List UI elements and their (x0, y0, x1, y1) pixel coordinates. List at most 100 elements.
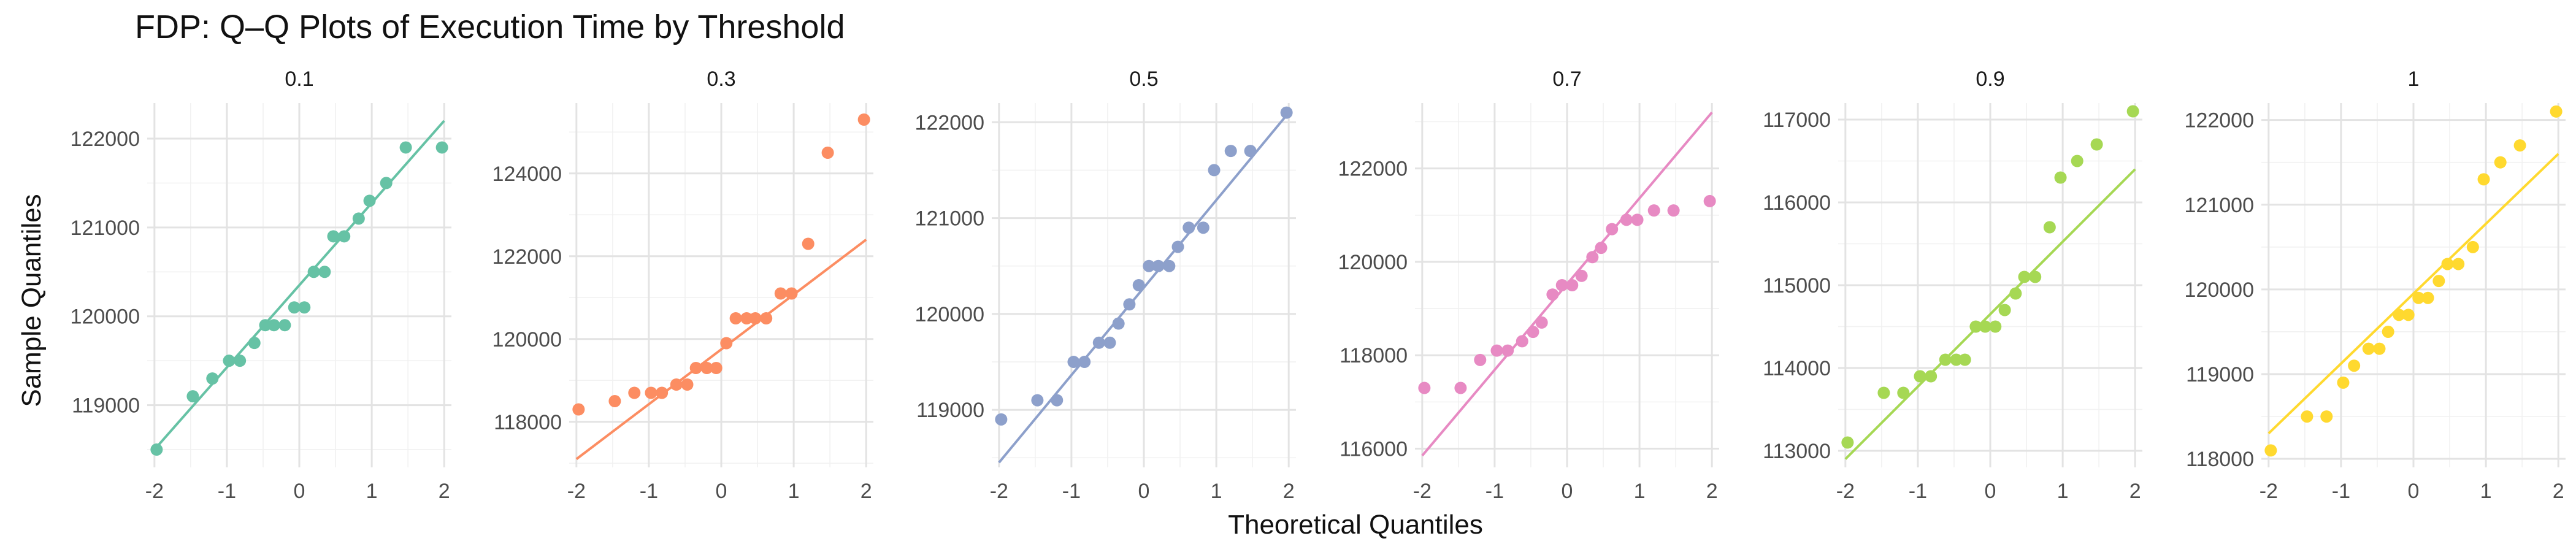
qq-point (352, 212, 365, 225)
qq-point (1527, 326, 1539, 339)
qq-point (435, 141, 448, 154)
qq-point (1979, 320, 1991, 333)
qq-point (1490, 344, 1503, 357)
qq-point (670, 378, 683, 391)
x-tick-label: -2 (567, 480, 586, 503)
qq-point (2393, 309, 2405, 321)
qq-point (1950, 353, 1963, 366)
qq-point (399, 141, 412, 154)
x-tick-label: 1 (1634, 480, 1646, 503)
x-tick-label: 2 (2129, 480, 2141, 503)
y-tick-label: 121000 (915, 207, 984, 231)
qq-point (995, 413, 1008, 426)
facet-panel-0: 0.1 119000 120000 121000 122000 -2 -1 0 1 2 (71, 67, 451, 503)
qq-point (2513, 139, 2526, 152)
qq-point (307, 266, 320, 278)
qq-reference-line (153, 120, 445, 451)
qq-point (2320, 410, 2333, 423)
qq-point (1183, 221, 1195, 234)
qq-point (1197, 221, 1209, 234)
y-tick-label: 120000 (1338, 251, 1408, 274)
qq-point (1647, 204, 1660, 217)
x-tick-label: -1 (1062, 480, 1081, 503)
y-tick-label: 122000 (915, 111, 984, 134)
qq-reference-line (2267, 153, 2559, 435)
facet-panel-5: 1 118000 119000 120000 121000 122000 -2 -1 0 1 2 (2185, 67, 2566, 503)
y-tick-label: 116000 (1763, 191, 1831, 215)
y-tick-label: 120000 (915, 303, 984, 326)
y-tick-label: 120000 (493, 328, 562, 351)
x-tick-label: -1 (640, 480, 658, 503)
qq-point (1969, 320, 1982, 333)
x-tick-label: 2 (1706, 480, 1718, 503)
qq-point (2477, 173, 2490, 186)
facet-strip-label: 1 (2408, 67, 2420, 91)
qq-point (572, 403, 585, 416)
y-tick-label: 116000 (1340, 438, 1408, 461)
qq-point (689, 362, 702, 374)
qq-point (1546, 288, 1559, 301)
qq-point (628, 386, 641, 399)
qq-point (681, 378, 694, 391)
x-axis-title: Theoretical Quantiles (1228, 510, 1483, 540)
y-tick-label: 119000 (2186, 363, 2254, 386)
y-tick-label: 122000 (71, 128, 140, 151)
qq-point (1841, 436, 1854, 449)
qq-point (1958, 353, 1971, 366)
qq-point (1123, 298, 1136, 311)
qq-point (2382, 325, 2394, 338)
qq-point (1877, 386, 1890, 399)
qq-point (2494, 156, 2507, 169)
qq-point (278, 319, 291, 332)
x-tick-label: 2 (861, 480, 872, 503)
qq-point (749, 312, 762, 324)
qq-point (267, 319, 280, 332)
qq-point (1925, 370, 1938, 383)
facet-panel-3: 0.7 116000 118000 120000 122000 -2 -1 0 1 2 (1338, 67, 1719, 503)
qq-point (1575, 269, 1588, 282)
qq-point (1516, 335, 1528, 348)
x-tick-label: -2 (2260, 480, 2278, 503)
qq-point (1989, 320, 2002, 333)
qq-point (1152, 259, 1165, 272)
y-tick-label: 121000 (2185, 194, 2254, 217)
qq-point (223, 355, 236, 367)
facet-strip-label: 0.9 (1976, 67, 2004, 91)
qq-point (288, 301, 301, 314)
y-tick-label: 117000 (1763, 109, 1831, 132)
x-tick-label: -2 (990, 480, 1008, 503)
facet-panel-1: 0.3 118000 120000 122000 124000 -2 -1 0 1 2 (493, 67, 873, 503)
qq-point (1631, 213, 1644, 226)
qq-point (1555, 279, 1568, 291)
y-tick-label: 113000 (1763, 440, 1831, 463)
y-tick-label: 115000 (1763, 274, 1831, 297)
qq-point (2421, 291, 2434, 304)
x-tick-label: -1 (1485, 480, 1504, 503)
qq-point (318, 266, 331, 278)
qq-point (363, 194, 376, 207)
qq-point (2452, 258, 2465, 270)
qq-point (774, 287, 787, 300)
qq-point (729, 312, 742, 324)
qq-point (2348, 359, 2361, 372)
qq-point (802, 237, 815, 250)
facet-strip-label: 0.1 (285, 67, 313, 91)
qq-point (2402, 309, 2415, 321)
qq-point (1667, 204, 1680, 217)
x-tick-label: 1 (788, 480, 800, 503)
qq-point (1595, 242, 1608, 255)
qq-point (785, 287, 798, 300)
x-tick-label: 1 (366, 480, 378, 503)
qq-point (1244, 145, 1257, 158)
qq-point (1112, 317, 1125, 330)
y-tick-label: 120000 (71, 305, 140, 329)
qq-point (2264, 444, 2277, 457)
qq-point (645, 386, 657, 399)
qq-point (857, 113, 870, 126)
qq-point (740, 312, 753, 324)
y-tick-label: 122000 (2185, 109, 2254, 132)
x-tick-label: 1 (1211, 480, 1222, 503)
qq-point (1051, 394, 1064, 407)
qq-point (1606, 223, 1619, 236)
